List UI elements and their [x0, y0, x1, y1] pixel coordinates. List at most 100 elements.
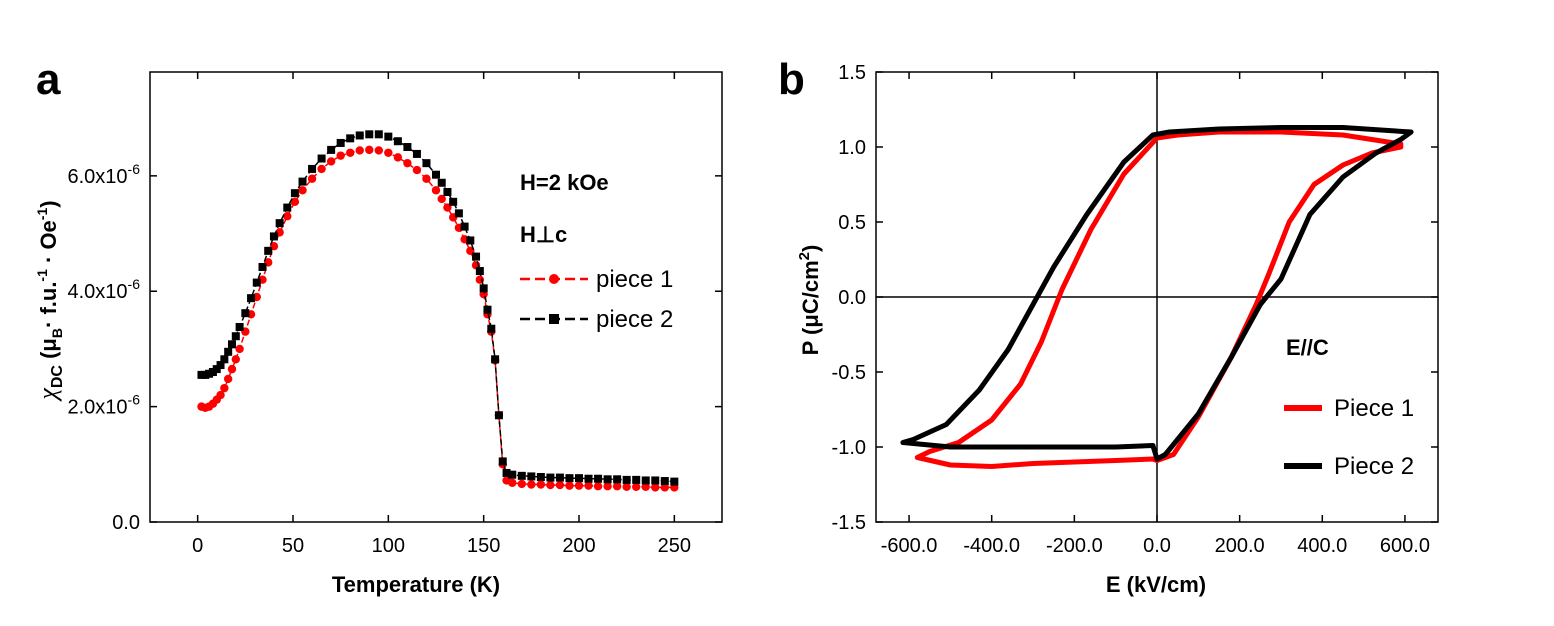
panel-a-point-piece-2: [651, 476, 660, 485]
panel-a-point-piece-2: [336, 138, 345, 147]
panel-a-point-piece-1: [555, 480, 565, 490]
panel-b: b -600.0 -400.0 -200.0 0.0 200.0 400.0 600.0 -1…: [778, 55, 1439, 597]
panel-a-point-piece-2: [487, 324, 496, 333]
panel-a-point-piece-1: [231, 355, 240, 364]
panel-a-point-piece-2: [224, 347, 233, 356]
panel-b-annotation: E//C: [1286, 335, 1329, 360]
panel-a-point-piece-2: [632, 475, 641, 484]
legend-label-piece-1-b: Piece 1: [1334, 395, 1414, 422]
panel-a-point-piece-1: [546, 480, 555, 490]
legend-marker-piece-2: [549, 314, 559, 324]
panel-a-point-piece-2: [393, 137, 402, 146]
panel-a-point-piece-1: [336, 151, 345, 160]
panel-a-point-piece-2: [227, 340, 236, 349]
panel-a-point-piece-2: [622, 475, 631, 484]
panel-a-point-piece-2: [575, 474, 583, 483]
panel-a-point-piece-1: [223, 374, 233, 384]
panel-a-point-piece-2: [298, 177, 307, 186]
panel-b-x-tick-label: -200.0: [1046, 535, 1103, 557]
panel-a-point-piece-2: [355, 131, 364, 140]
panel-a-point-piece-2: [641, 476, 650, 485]
panel-a-point-piece-2: [365, 130, 374, 139]
panel-a-point-piece-2: [317, 154, 326, 163]
panel-a-x-tick-label: 250: [658, 535, 691, 557]
panel-a-point-piece-2: [384, 132, 393, 141]
panel-b-y-tick-label: 0.5: [838, 212, 866, 234]
panel-a-point-piece-1: [603, 482, 612, 491]
panel-b-legend: Piece 1 Piece 2: [1284, 395, 1414, 480]
panel-a-point-piece-1: [365, 145, 374, 155]
panel-b-x-tick-label: 0.0: [1143, 535, 1171, 557]
panel-a-point-piece-2: [443, 188, 452, 196]
panel-a-point-piece-1: [235, 344, 244, 354]
panel-b-x-tick-label: 200.0: [1215, 535, 1265, 557]
panel-a-point-piece-1: [403, 158, 412, 168]
panel-a-point-piece-1: [355, 146, 364, 155]
panel-a-point-piece-2: [449, 197, 458, 206]
panel-a-point-piece-2: [475, 267, 484, 276]
panel-a-x-tick-label: 100: [372, 535, 405, 557]
panel-a-point-piece-1: [298, 186, 307, 195]
panel-b-ticks: -600.0 -400.0 -200.0 0.0 200.0 400.0 600.0 -1.5…: [832, 62, 1438, 557]
panel-a-point-piece-2: [603, 475, 612, 484]
panel-a-point-piece-2: [437, 178, 446, 187]
legend-label-piece-2: piece 2: [596, 306, 673, 333]
panel-a-point-piece-2: [491, 355, 500, 364]
panel-b-y-axis-title: P (μC/cm2): [796, 245, 823, 356]
panel-a-y-tick-label: 0.0: [112, 512, 140, 534]
panel-b-x-axis-title: E (kV/cm): [1106, 572, 1206, 597]
panel-a-annotation-orientation: H⊥c: [520, 222, 567, 247]
panel-a-point-piece-1: [508, 478, 517, 487]
panel-a-x-tick-label: 50: [282, 535, 304, 557]
panel-a-x-tick-label: 0: [192, 535, 203, 557]
panel-a-point-piece-1: [612, 482, 622, 491]
panel-a-point-piece-2: [290, 189, 299, 198]
panel-a-point-piece-1: [622, 482, 631, 492]
panel-a-point-piece-1: [227, 364, 237, 374]
panel-a-y-tick-label: 2.0x10-6: [67, 392, 140, 419]
panel-b-y-tick-label: -0.5: [832, 362, 866, 384]
panel-a-point-piece-2: [502, 468, 511, 477]
panel-a-point-piece-1: [632, 482, 641, 492]
panel-a-y-axis-title: χDC (μB· f.u.-1 · Oe-1): [33, 200, 66, 402]
panel-a-point-piece-2: [231, 332, 240, 341]
panel-a-point-piece-2: [235, 323, 244, 331]
panel-b-x-tick-label: 600.0: [1380, 535, 1430, 557]
panel-a-point-piece-2: [517, 471, 526, 480]
panel-b-y-tick-label: -1.5: [832, 512, 866, 534]
panel-a-point-piece-1: [527, 480, 536, 489]
panel-a-point-piece-2: [508, 470, 517, 479]
panel-a-point-piece-1: [374, 146, 383, 155]
panel-a-point-piece-1: [317, 164, 326, 174]
panel-a-point-piece-2: [432, 170, 440, 179]
panel-a-y-tick-label: 4.0x10-6: [67, 276, 140, 303]
panel-a: a 0 50 100 150 200 250 0.0 2.0x10-6 4.0x10-6 6.0x…: [33, 55, 723, 597]
panel-label-a: a: [36, 55, 61, 104]
panel-a-point-piece-1: [574, 481, 584, 490]
panel-a-ticks: 0 50 100 150 200 250 0.0 2.0x10-6 4.0x10-6 6.0x10…: [67, 72, 722, 557]
panel-a-point-piece-2: [479, 284, 488, 293]
panel-a-point-piece-1: [431, 186, 441, 195]
panel-a-point-piece-2: [546, 473, 555, 482]
panel-a-point-piece-2: [494, 411, 503, 420]
panel-a-point-piece-2: [466, 236, 475, 245]
panel-a-point-piece-1: [536, 480, 546, 489]
panel-a-x-tick-label: 150: [467, 535, 500, 557]
panel-a-point-piece-1: [641, 482, 650, 492]
panel-a-point-piece-2: [264, 246, 273, 255]
panel-b-y-tick-label: 1.5: [838, 62, 866, 84]
panel-a-point-piece-2: [212, 365, 221, 374]
panel-a-point-piece-2: [594, 474, 603, 483]
panel-a-marks: [197, 130, 679, 492]
panel-b-loop-piece-2: [900, 125, 1414, 462]
panel-a-point-piece-2: [565, 474, 574, 483]
panel-a-point-piece-1: [437, 194, 446, 204]
legend-label-piece-2-b: Piece 2: [1334, 453, 1414, 480]
panel-a-point-piece-2: [403, 143, 412, 151]
panel-a-point-piece-2: [555, 473, 564, 482]
panel-a-point-piece-2: [220, 355, 229, 364]
panel-a-point-piece-2: [247, 294, 256, 303]
panel-a-x-tick-label: 200: [562, 535, 595, 557]
panel-a-point-piece-1: [290, 197, 300, 207]
